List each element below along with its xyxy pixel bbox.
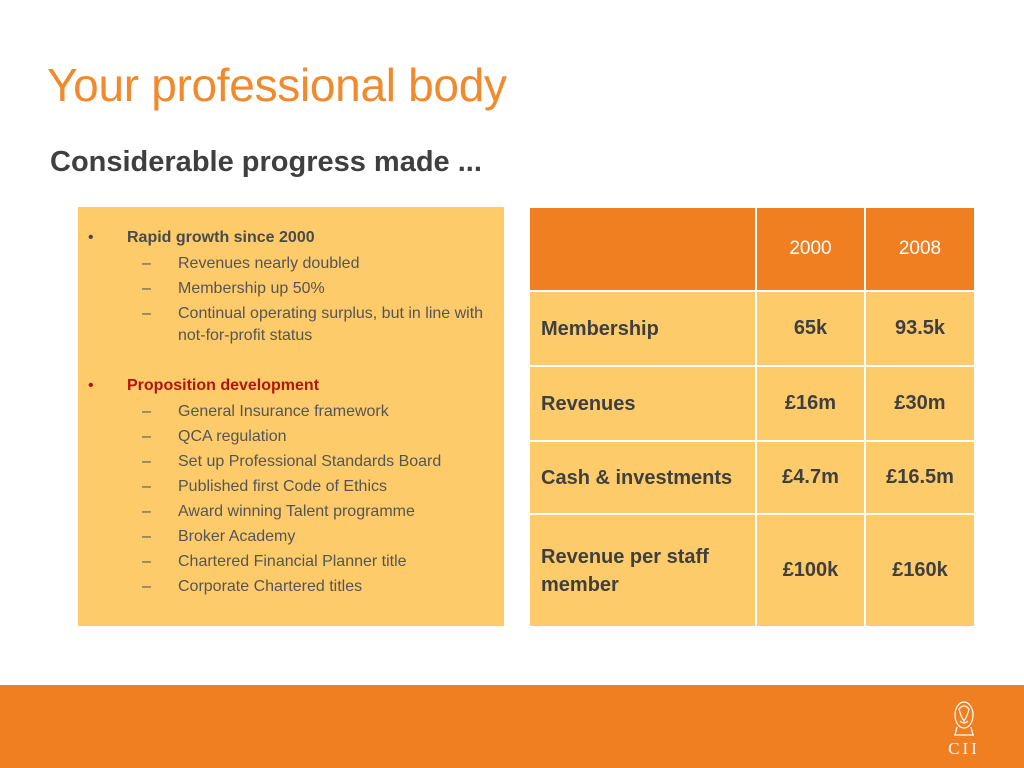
table-row-label: Revenues — [530, 367, 757, 442]
table-row-label: Cash & investments — [530, 442, 757, 515]
table-header-cell: 2008 — [866, 208, 974, 292]
slide-subtitle: Considerable progress made ... — [50, 146, 482, 178]
table-row: Revenues £16m £30m — [530, 367, 974, 442]
table-header-row: 2000 2008 — [530, 208, 974, 292]
footer-band — [0, 685, 1024, 768]
bullet-item: Membership up 50% — [86, 278, 494, 300]
bullet-item: Continual operating surplus, but in line… — [86, 303, 494, 347]
table-header-cell: 2000 — [757, 208, 866, 292]
table-cell: 65k — [757, 292, 866, 367]
bullet-item: Corporate Chartered titles — [86, 576, 494, 598]
table-row: Cash & investments £4.7m £16.5m — [530, 442, 974, 515]
table-cell: £100k — [757, 515, 866, 626]
bullet-item: Published first Code of Ethics — [86, 476, 494, 498]
table-header-cell — [530, 208, 757, 292]
bullet-heading-growth: Rapid growth since 2000 — [86, 227, 494, 249]
bullet-item: Revenues nearly doubled — [86, 253, 494, 275]
table-row: Revenue per staff member £100k £160k — [530, 515, 974, 626]
bullet-item: General Insurance framework — [86, 401, 494, 423]
bullet-heading-proposition: Proposition development — [86, 375, 494, 397]
bullet-item: Chartered Financial Planner title — [86, 551, 494, 573]
table-cell: £16m — [757, 367, 866, 442]
bullet-item: Set up Professional Standards Board — [86, 451, 494, 473]
bullet-panel: Rapid growth since 2000 Revenues nearly … — [78, 207, 504, 626]
table-cell: 93.5k — [866, 292, 974, 367]
statistics-table: 2000 2008 Membership 65k 93.5k Revenues … — [530, 208, 974, 626]
cii-crest-icon — [954, 701, 974, 736]
table-row: Membership 65k 93.5k — [530, 292, 974, 367]
bullet-item: Broker Academy — [86, 526, 494, 548]
table-row-label: Revenue per staff member — [530, 515, 757, 626]
logo-text: CII — [948, 739, 980, 758]
bullet-item: Award winning Talent programme — [86, 501, 494, 523]
cii-logo: CII — [940, 697, 988, 763]
bullet-item: QCA regulation — [86, 426, 494, 448]
table-cell: £30m — [866, 367, 974, 442]
table-cell: £16.5m — [866, 442, 974, 515]
table-row-label: Membership — [530, 292, 757, 367]
table-cell: £160k — [866, 515, 974, 626]
slide-title: Your professional body — [47, 59, 507, 111]
table-cell: £4.7m — [757, 442, 866, 515]
